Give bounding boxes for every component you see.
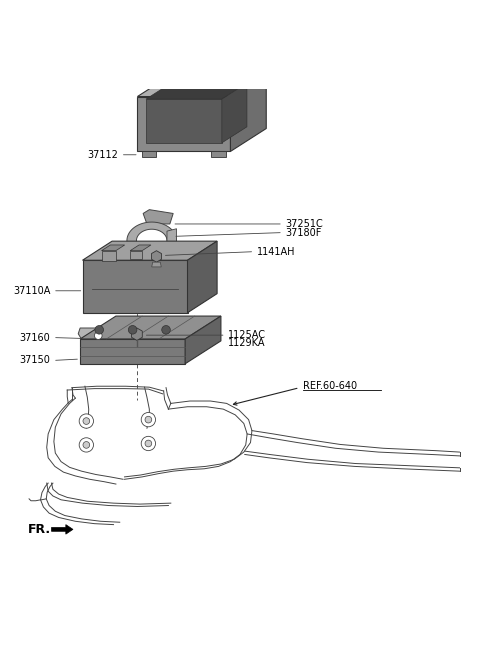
Circle shape [145,440,152,447]
Polygon shape [211,152,226,157]
Polygon shape [78,328,115,343]
Polygon shape [137,96,230,152]
Polygon shape [130,245,151,251]
Polygon shape [101,251,116,261]
Text: REF.60-640: REF.60-640 [303,381,357,391]
Text: 37160: 37160 [20,333,50,342]
Circle shape [95,332,102,339]
Polygon shape [83,241,217,260]
Text: 37180F: 37180F [285,228,322,237]
Text: 1129KA: 1129KA [228,338,265,348]
Polygon shape [167,229,177,243]
Circle shape [83,441,90,448]
Polygon shape [230,73,266,152]
Text: 37251C: 37251C [285,219,323,229]
Polygon shape [127,222,177,243]
Polygon shape [83,260,188,313]
Polygon shape [142,152,156,157]
Polygon shape [152,251,161,262]
Text: 1141AH: 1141AH [257,247,295,256]
Polygon shape [188,241,217,313]
Circle shape [162,325,170,334]
Circle shape [83,418,90,424]
Polygon shape [80,339,185,364]
Circle shape [141,413,156,427]
Polygon shape [185,316,221,364]
Polygon shape [130,251,142,259]
Polygon shape [51,525,73,534]
Circle shape [79,414,94,428]
Text: 1125AC: 1125AC [228,330,266,340]
Polygon shape [143,210,173,224]
Text: 37112: 37112 [87,150,118,160]
Circle shape [79,438,94,452]
Circle shape [145,417,152,423]
Polygon shape [222,83,247,143]
Polygon shape [146,99,222,143]
Polygon shape [146,83,247,99]
Circle shape [141,436,156,451]
Polygon shape [101,245,125,251]
Text: FR.: FR. [28,523,51,536]
Text: 37150: 37150 [20,356,50,365]
Text: 37110A: 37110A [13,286,50,296]
Polygon shape [132,328,142,340]
Polygon shape [152,262,161,267]
Circle shape [95,325,104,334]
Polygon shape [137,73,266,96]
Circle shape [128,325,137,334]
Polygon shape [80,316,221,339]
